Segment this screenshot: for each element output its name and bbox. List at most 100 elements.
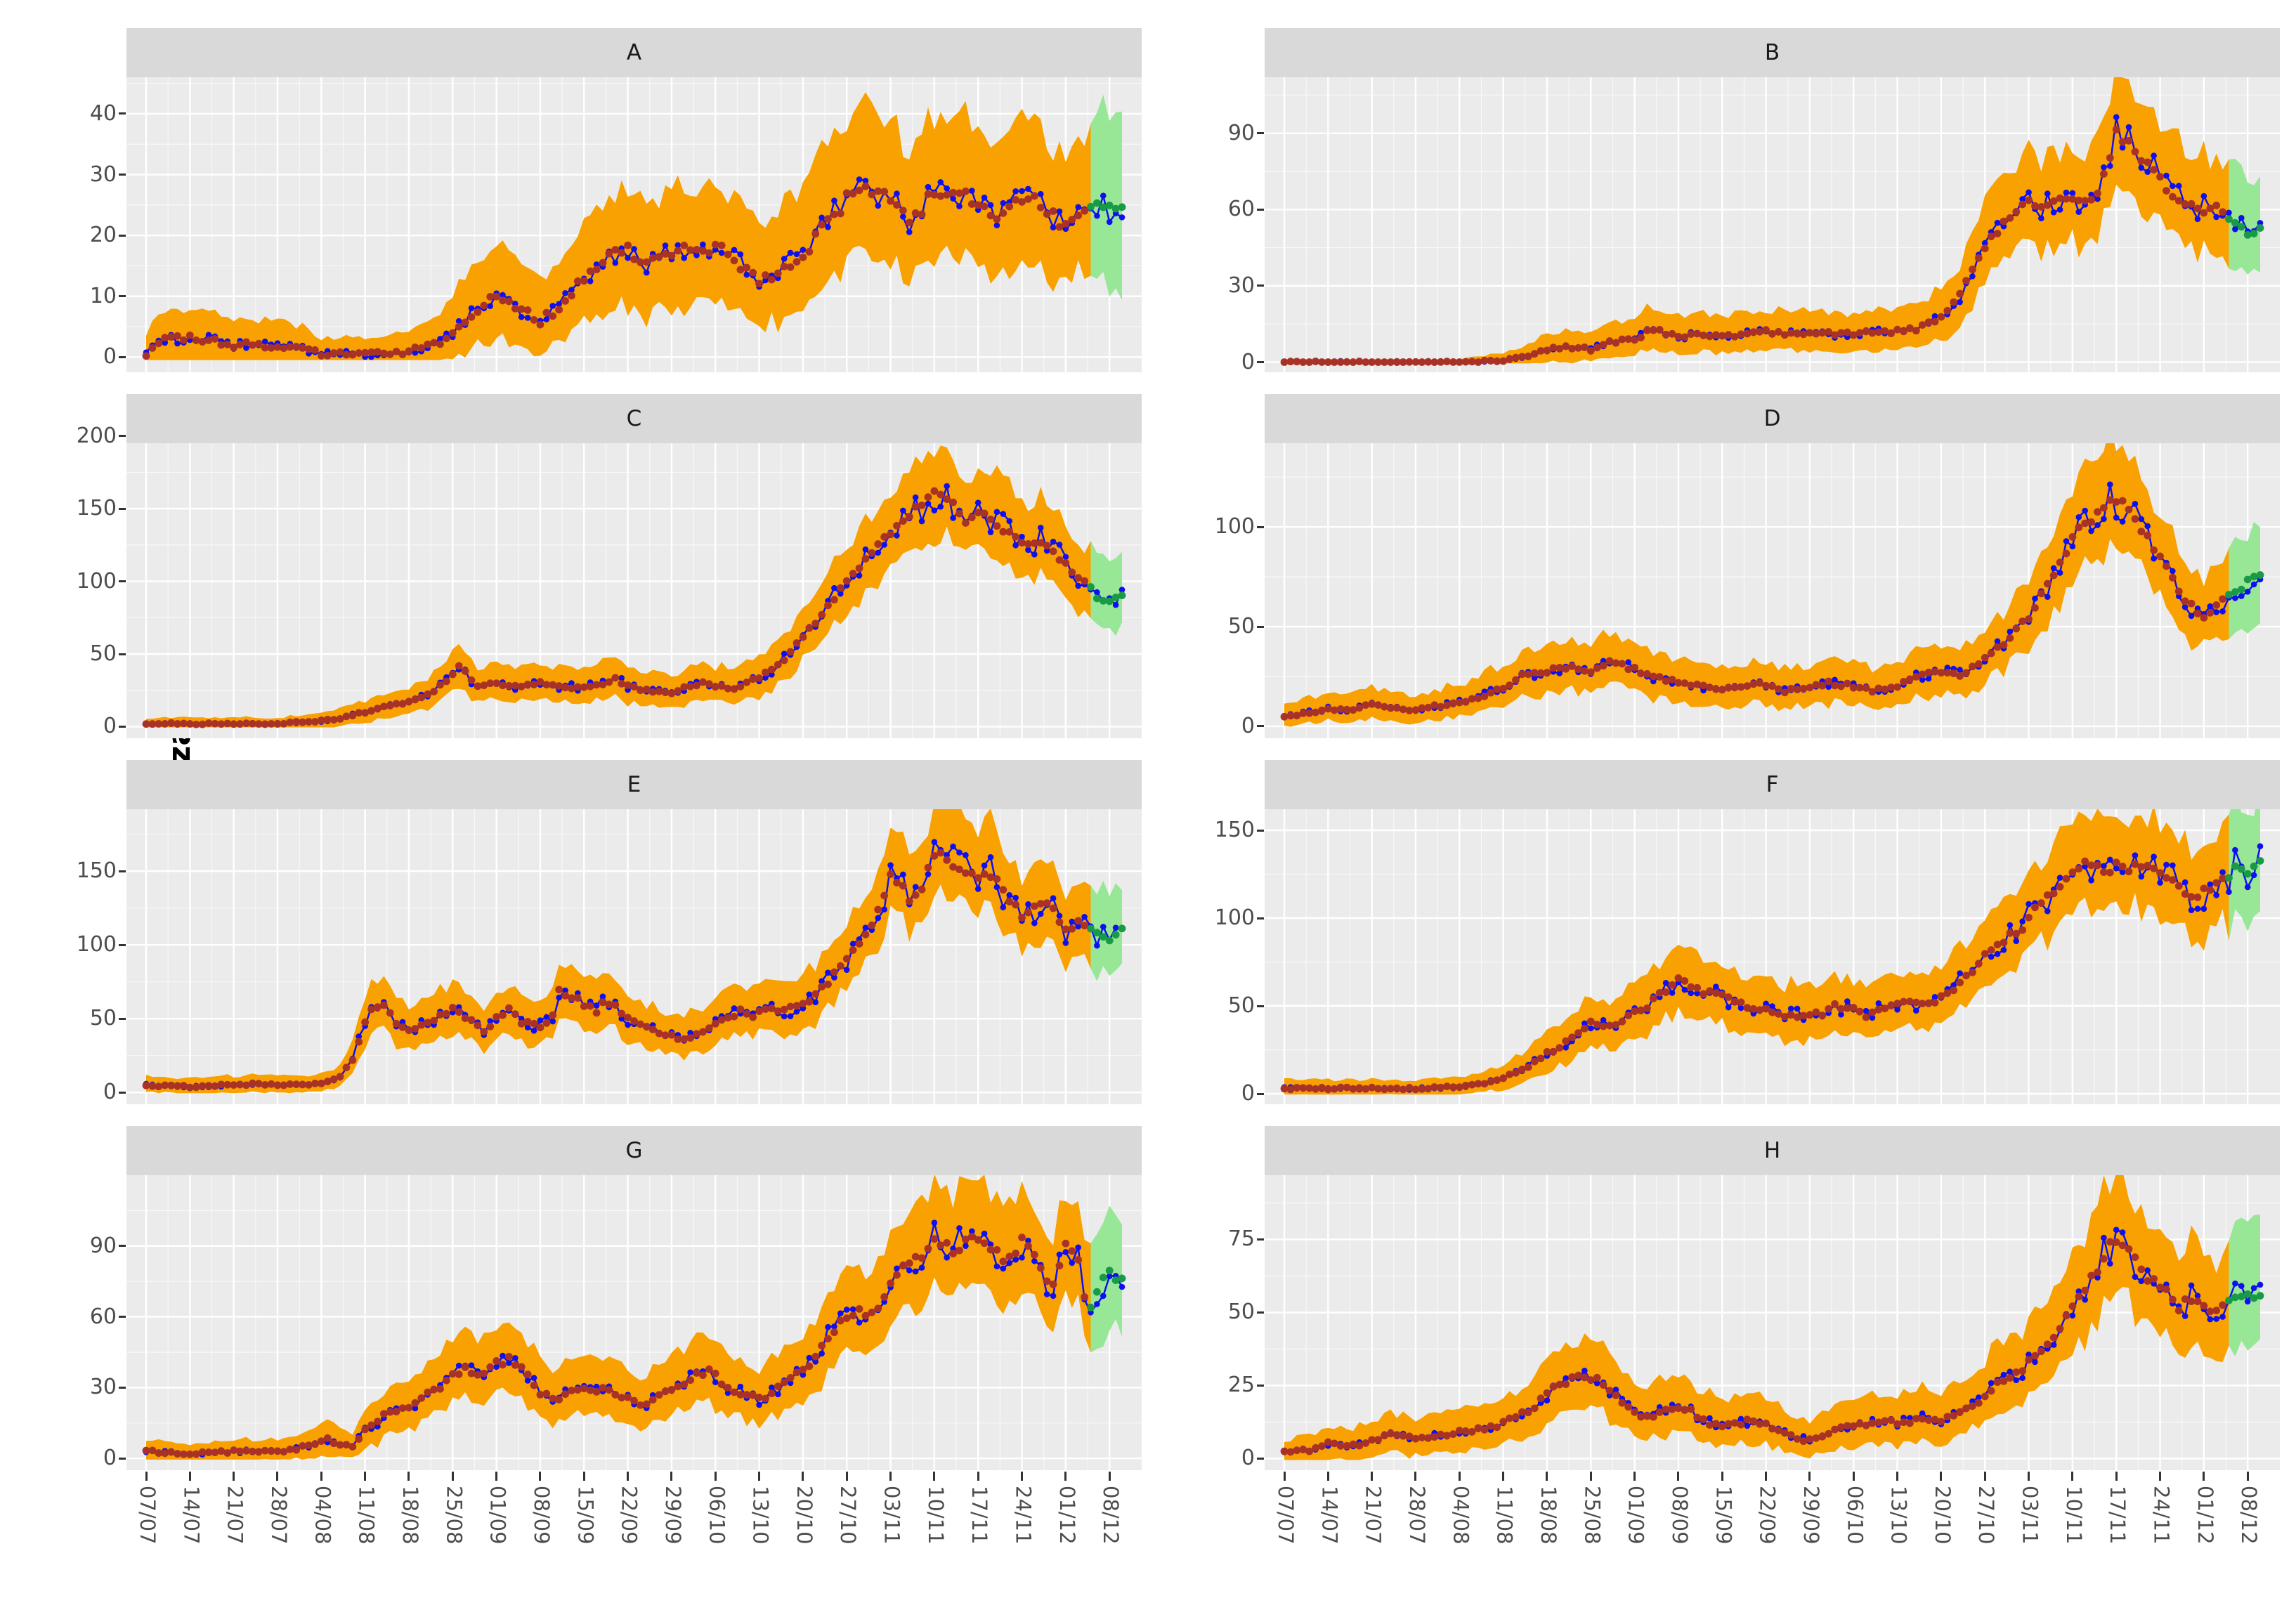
fitted-point: [1674, 1404, 1683, 1413]
fitted-point: [2181, 890, 2189, 898]
forecast-ribbon: [2229, 159, 2260, 275]
fitted-point: [1937, 669, 1945, 677]
facet-plot-svg: [126, 809, 1142, 1104]
observed-point: [2107, 1260, 2113, 1267]
fitted-point: [661, 688, 670, 697]
fitted-point: [273, 343, 282, 351]
fitted-point: [711, 683, 719, 691]
fitted-point: [1312, 708, 1319, 716]
fitted-point: [1443, 1082, 1451, 1091]
observed-point: [1043, 547, 1050, 554]
fitted-point: [637, 1401, 644, 1409]
fitted-point: [1918, 1000, 1926, 1008]
observed-point: [644, 269, 650, 276]
observed-point: [1050, 224, 1057, 231]
observed-point: [1012, 894, 1019, 901]
fitted-point: [1443, 701, 1451, 709]
fitted-point: [1837, 1423, 1845, 1432]
fitted-point: [1411, 706, 1420, 714]
fitted-point: [523, 1018, 532, 1026]
fitted-point: [336, 1441, 344, 1449]
observed-point: [2226, 209, 2232, 216]
fitted-point: [2018, 617, 2027, 625]
fitted-point: [1493, 685, 1501, 693]
fitted-point: [1912, 327, 1920, 335]
fitted-point: [217, 720, 226, 728]
fitted-point: [1605, 657, 1614, 665]
observed-point: [687, 1030, 693, 1036]
fitted-point: [1043, 899, 1051, 908]
observed-point: [993, 509, 1000, 516]
x-tick-label: 08/09: [1667, 1486, 1692, 1545]
forecast-point: [1105, 936, 1114, 945]
y-tick-mark: [119, 580, 126, 583]
fitted-point: [1349, 1440, 1357, 1448]
observed-point: [593, 1002, 600, 1009]
fitted-point: [1055, 1262, 1064, 1270]
observed-point: [2019, 918, 2026, 925]
fitted-point: [367, 707, 375, 715]
x-tick-mark: [2203, 1472, 2205, 1481]
fitted-point: [967, 200, 976, 208]
observed-point: [2238, 593, 2245, 599]
fitted-point: [555, 682, 563, 690]
fitted-point: [1018, 1233, 1026, 1242]
observed-point: [2144, 169, 2151, 176]
observed-point: [969, 188, 975, 194]
fitted-point: [461, 1363, 469, 1371]
fitted-point: [185, 720, 194, 728]
fitted-point: [1612, 339, 1620, 347]
y-tick-mark: [1257, 1004, 1264, 1007]
fitted-point: [1799, 684, 1808, 693]
fitted-point: [461, 667, 469, 675]
observed-point: [837, 1310, 844, 1316]
forecast-point: [2237, 1292, 2245, 1301]
fitted-point: [686, 682, 695, 691]
fitted-point: [880, 891, 889, 900]
fitted-point: [248, 719, 256, 728]
fitted-point: [1655, 673, 1664, 681]
fitted-point: [1787, 329, 1795, 337]
fitted-point: [1368, 358, 1376, 366]
observed-point: [1094, 589, 1100, 596]
observed-point: [2213, 609, 2219, 615]
fitted-point: [549, 312, 557, 320]
fitted-point: [499, 1011, 507, 1019]
fitted-point: [599, 258, 607, 267]
observed-point: [1094, 1301, 1100, 1307]
y-tick-label: 60: [1227, 197, 1255, 222]
observed-point: [806, 1354, 813, 1361]
fitted-point: [586, 1002, 594, 1010]
fitted-point: [830, 968, 838, 976]
fitted-point: [198, 1082, 207, 1090]
fitted-point: [655, 1029, 663, 1038]
fitted-point: [1293, 712, 1301, 720]
fitted-point: [911, 209, 920, 217]
fitted-point: [1981, 950, 1989, 958]
fitted-point: [730, 1012, 738, 1021]
y-tick-label: 30: [89, 162, 117, 187]
fitted-point: [2018, 200, 2027, 209]
fitted-point: [1474, 358, 1482, 366]
x-tick-label: 28/07: [266, 1486, 291, 1545]
fitted-point: [642, 258, 651, 266]
observed-point: [1694, 990, 1700, 997]
fitted-point: [185, 331, 194, 339]
fitted-point: [586, 682, 594, 691]
fitted-point: [361, 348, 370, 357]
observed-point: [1763, 1000, 1769, 1007]
facet-strip-label: G: [625, 1138, 643, 1163]
fitted-point: [1493, 1076, 1501, 1085]
fitted-point: [330, 1075, 338, 1083]
observed-point: [856, 176, 863, 183]
fitted-point: [342, 1441, 351, 1449]
fitted-point: [411, 1025, 419, 1033]
observed-point: [944, 1255, 950, 1261]
fitted-point: [648, 254, 657, 262]
y-tick-label: 0: [1241, 1081, 1255, 1106]
observed-point: [849, 1306, 856, 1313]
fitted-point: [974, 874, 982, 882]
fitted-point: [1362, 1439, 1370, 1447]
fitted-point: [1849, 683, 1858, 692]
fitted-point: [198, 338, 207, 346]
